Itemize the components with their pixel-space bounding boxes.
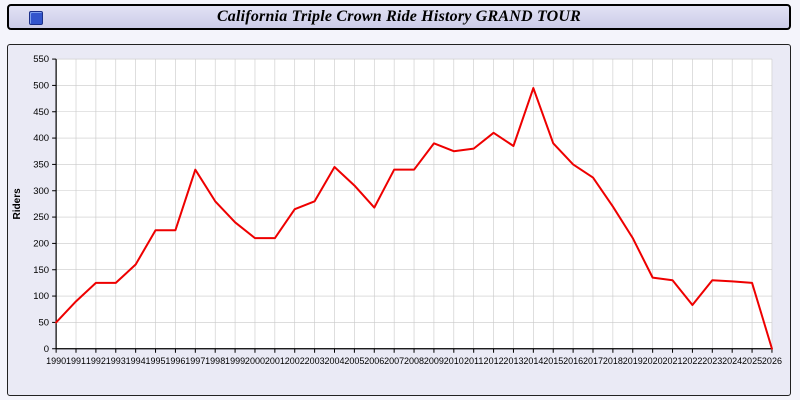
page-title: California Triple Crown Ride History GRA… <box>216 8 582 25</box>
svg-text:2022: 2022 <box>682 356 702 366</box>
svg-text:1991: 1991 <box>66 356 86 366</box>
svg-text:2010: 2010 <box>444 356 464 366</box>
svg-text:0: 0 <box>44 344 49 355</box>
svg-text:2007: 2007 <box>384 356 404 366</box>
svg-text:2024: 2024 <box>722 356 742 366</box>
svg-text:150: 150 <box>33 265 49 276</box>
svg-text:1990: 1990 <box>46 356 66 366</box>
svg-text:2012: 2012 <box>484 356 504 366</box>
svg-text:2001: 2001 <box>265 356 285 366</box>
chart-panel: 0 50 100 150 200 250 300 350 400 450 500 550 1990 199… <box>7 44 791 396</box>
svg-text:200: 200 <box>33 238 49 249</box>
svg-text:250: 250 <box>33 212 49 223</box>
svg-text:2006: 2006 <box>364 356 384 366</box>
svg-text:1994: 1994 <box>126 356 146 366</box>
svg-text:2020: 2020 <box>643 356 663 366</box>
svg-text:2008: 2008 <box>404 356 424 366</box>
svg-text:1997: 1997 <box>185 356 205 366</box>
svg-text:2023: 2023 <box>702 356 722 366</box>
app-icon <box>29 11 43 25</box>
title-bar: California Triple Crown Ride History GRA… <box>7 4 791 30</box>
svg-text:2019: 2019 <box>623 356 643 366</box>
svg-text:2003: 2003 <box>305 356 325 366</box>
svg-text:2021: 2021 <box>663 356 683 366</box>
svg-text:2002: 2002 <box>285 356 305 366</box>
svg-text:300: 300 <box>33 186 49 197</box>
svg-text:450: 450 <box>33 107 49 118</box>
svg-text:2017: 2017 <box>583 356 603 366</box>
svg-text:2004: 2004 <box>324 356 344 366</box>
svg-text:2026: 2026 <box>762 356 782 366</box>
svg-text:1992: 1992 <box>86 356 106 366</box>
svg-text:2025: 2025 <box>742 356 762 366</box>
svg-text:2016: 2016 <box>563 356 583 366</box>
svg-text:2011: 2011 <box>464 356 483 366</box>
svg-text:2009: 2009 <box>424 356 444 366</box>
svg-text:1996: 1996 <box>165 356 185 366</box>
svg-text:500: 500 <box>33 80 49 91</box>
svg-text:2015: 2015 <box>543 356 563 366</box>
svg-text:2000: 2000 <box>245 356 265 366</box>
svg-text:550: 550 <box>33 54 49 65</box>
svg-text:1995: 1995 <box>146 356 166 366</box>
svg-text:1999: 1999 <box>225 356 245 366</box>
svg-text:2013: 2013 <box>503 356 523 366</box>
svg-text:2014: 2014 <box>523 356 543 366</box>
svg-text:400: 400 <box>33 133 49 144</box>
svg-text:50: 50 <box>39 317 50 328</box>
svg-text:2018: 2018 <box>603 356 623 366</box>
svg-text:2005: 2005 <box>344 356 364 366</box>
svg-text:1993: 1993 <box>106 356 126 366</box>
svg-text:100: 100 <box>33 291 49 302</box>
svg-text:1998: 1998 <box>205 356 225 366</box>
svg-text:Riders: Riders <box>12 188 23 220</box>
svg-text:350: 350 <box>33 159 49 170</box>
